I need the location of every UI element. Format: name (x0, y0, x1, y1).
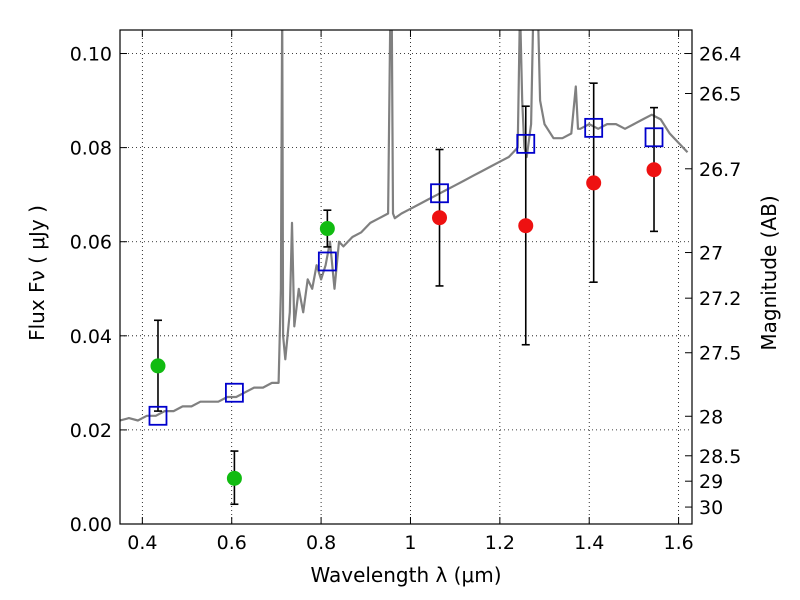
model-square (430, 183, 449, 204)
spectrum-line (120, 30, 689, 422)
right-tick-label: 26.7 (699, 159, 741, 181)
x-tick-label: 1 (404, 532, 416, 554)
y-tick-label: 0.06 (70, 232, 112, 254)
data-point (150, 358, 166, 374)
y-tick-label: 0.00 (70, 514, 112, 536)
right-tick-label: 30 (699, 497, 723, 519)
x-tick-label: 0.6 (217, 532, 247, 554)
data-point (319, 221, 335, 237)
model-square (644, 127, 664, 148)
x-tick-label: 0.8 (306, 532, 336, 554)
right-tick-label: 29 (699, 471, 723, 493)
y-axis-label-left: Flux Fν ( μJy ) (25, 205, 49, 341)
data-point (226, 470, 242, 486)
data-point (646, 162, 662, 178)
x-tick-label: 1.4 (574, 532, 604, 554)
plot-area (120, 30, 689, 506)
right-tick-label: 28 (699, 406, 723, 428)
model-square (148, 405, 168, 426)
right-axis-ticks: 26.4 26.5 26.7 27 27.2 27.5 28 28.5 29 30 (685, 44, 741, 519)
right-tick-label: 28.5 (699, 446, 741, 468)
y-axis-label-right: Magnitude (AB) (757, 195, 781, 350)
x-tick-label: 1.6 (663, 532, 693, 554)
gridlines (120, 30, 692, 525)
model-square (317, 251, 337, 272)
model-square (224, 382, 244, 403)
y-tick-label: 0.02 (70, 420, 112, 442)
x-axis-ticks: 0.4 0.6 0.8 1 1.2 1.4 1.6 (127, 30, 694, 554)
right-tick-label: 26.5 (699, 84, 741, 106)
data-point (518, 218, 534, 234)
x-tick-label: 1.2 (485, 532, 515, 554)
data-point (586, 175, 602, 191)
model-square (584, 117, 604, 138)
axes-frame (119, 29, 693, 525)
right-tick-label: 27.2 (699, 288, 741, 310)
model-square (516, 133, 536, 154)
y-axis-ticks: 0.00 0.02 0.04 0.06 0.08 0.10 (70, 44, 127, 536)
y-tick-label: 0.04 (70, 326, 112, 348)
x-axis-label: Wavelength λ (μm) (310, 563, 501, 587)
data-point (432, 210, 448, 226)
right-tick-label: 27.5 (699, 343, 741, 365)
axes (119, 29, 693, 525)
right-tick-label: 26.4 (699, 44, 741, 66)
right-tick-label: 27 (699, 243, 723, 265)
y-tick-label: 0.10 (70, 44, 112, 66)
y-tick-label: 0.08 (70, 138, 112, 160)
x-tick-label: 0.4 (127, 532, 157, 554)
